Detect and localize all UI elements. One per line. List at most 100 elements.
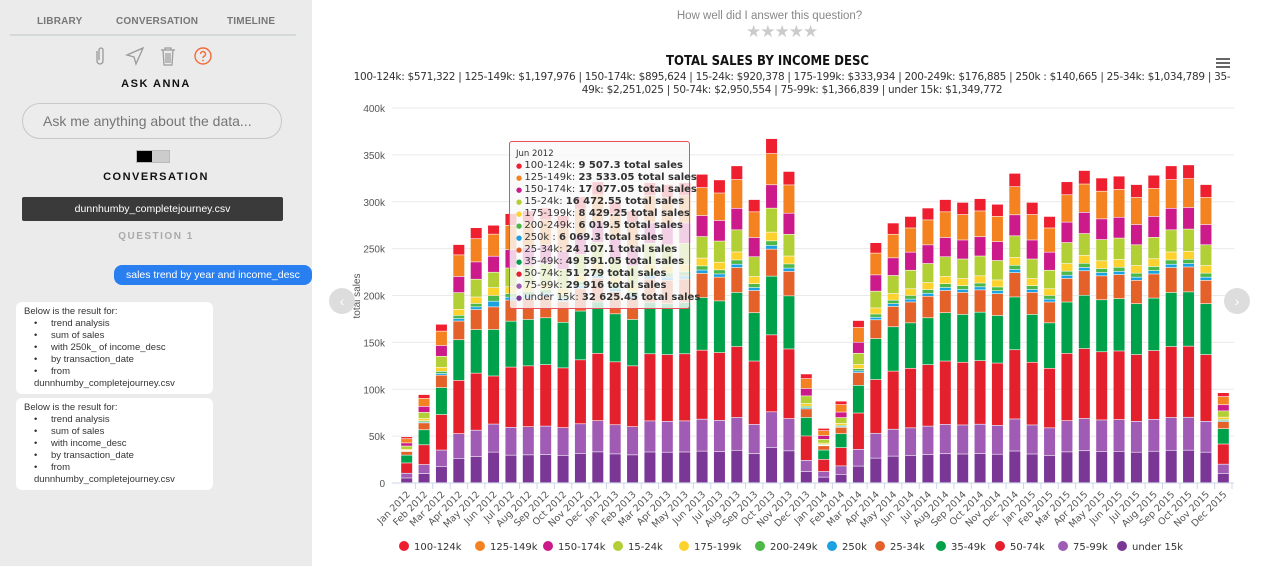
bar-segment[interactable] xyxy=(870,433,882,458)
bar-segment[interactable] xyxy=(661,304,673,355)
bar-segment[interactable] xyxy=(852,371,864,373)
bar-segment[interactable] xyxy=(1183,417,1195,450)
star-icon[interactable]: ★ xyxy=(788,22,804,41)
bar-segment[interactable] xyxy=(1026,259,1038,279)
bar-segment[interactable] xyxy=(870,275,882,291)
bar-segment[interactable] xyxy=(1148,266,1160,271)
bar-segment[interactable] xyxy=(1061,353,1073,421)
bar-segment[interactable] xyxy=(766,245,778,249)
bar-segment[interactable] xyxy=(488,376,500,424)
legend-item[interactable]: under 15k xyxy=(1132,542,1183,553)
bar-segment[interactable] xyxy=(887,223,899,234)
bar-segment[interactable] xyxy=(627,427,639,455)
bar-segment[interactable] xyxy=(887,303,899,307)
bar-segment[interactable] xyxy=(1148,216,1160,238)
bar-segment[interactable] xyxy=(852,372,864,386)
hamburger-menu-icon[interactable] xyxy=(1216,58,1230,70)
bar-segment[interactable] xyxy=(470,262,482,279)
bar-segment[interactable] xyxy=(1061,271,1073,275)
bar-segment[interactable] xyxy=(1148,270,1160,274)
bar-segment[interactable] xyxy=(1026,214,1038,240)
bar-segment[interactable] xyxy=(1165,417,1177,450)
bar-segment[interactable] xyxy=(1165,179,1177,209)
bar-segment[interactable] xyxy=(1130,452,1142,483)
bar-segment[interactable] xyxy=(1200,280,1212,304)
bar-segment[interactable] xyxy=(1009,173,1021,187)
bar-segment[interactable] xyxy=(870,243,882,253)
bar-segment[interactable] xyxy=(713,274,725,277)
bar-segment[interactable] xyxy=(1130,280,1142,304)
bar-segment[interactable] xyxy=(852,353,864,365)
bar-segment[interactable] xyxy=(1044,428,1056,456)
bar-segment[interactable] xyxy=(435,450,447,467)
bar-segment[interactable] xyxy=(627,319,639,366)
bar-segment[interactable] xyxy=(766,232,778,241)
bar-segment[interactable] xyxy=(696,258,708,266)
bar-segment[interactable] xyxy=(1009,236,1021,258)
bar-segment[interactable] xyxy=(905,295,917,299)
bar-segment[interactable] xyxy=(1078,295,1090,349)
bar-segment[interactable] xyxy=(1044,270,1056,289)
bar-segment[interactable] xyxy=(713,262,725,270)
bar-segment[interactable] xyxy=(1044,323,1056,369)
bar-segment[interactable] xyxy=(922,289,934,294)
trash-icon[interactable] xyxy=(160,46,176,71)
bar-segment[interactable] xyxy=(1096,261,1108,269)
bar-segment[interactable] xyxy=(1044,299,1056,302)
bar-segment[interactable] xyxy=(1044,216,1056,228)
bar-segment[interactable] xyxy=(887,456,899,483)
bar-segment[interactable] xyxy=(939,361,951,425)
bar-segment[interactable] xyxy=(1183,346,1195,417)
bar-segment[interactable] xyxy=(1130,421,1142,452)
bar-segment[interactable] xyxy=(453,380,465,434)
bar-segment[interactable] xyxy=(818,430,830,436)
legend-item[interactable]: 25-34k xyxy=(890,542,925,553)
bar-segment[interactable] xyxy=(818,471,830,477)
legend-item[interactable]: 15-24k xyxy=(628,542,663,553)
bar-segment[interactable] xyxy=(505,367,517,427)
chevron-left-icon[interactable]: ‹ xyxy=(329,288,355,314)
bar-segment[interactable] xyxy=(1044,252,1056,270)
bar-segment[interactable] xyxy=(1009,257,1021,265)
bar-segment[interactable] xyxy=(1009,265,1021,270)
bar-segment[interactable] xyxy=(974,211,986,237)
bar-segment[interactable] xyxy=(453,433,465,459)
bar-segment[interactable] xyxy=(957,292,969,315)
bar-segment[interactable] xyxy=(1200,224,1212,245)
bar-segment[interactable] xyxy=(1009,269,1021,273)
bar-segment[interactable] xyxy=(1078,271,1090,295)
bar-segment[interactable] xyxy=(939,237,951,257)
bar-segment[interactable] xyxy=(540,364,552,426)
bar-segment[interactable] xyxy=(905,368,917,428)
bar-segment[interactable] xyxy=(731,179,743,209)
bar-segment[interactable] xyxy=(1096,191,1108,219)
bar-segment[interactable] xyxy=(800,374,812,379)
bar-segment[interactable] xyxy=(679,421,691,452)
bar-segment[interactable] xyxy=(1096,352,1108,420)
bar-segment[interactable] xyxy=(991,425,1003,454)
bar-segment[interactable] xyxy=(627,455,639,483)
bar-segment[interactable] xyxy=(1078,451,1090,483)
bar-segment[interactable] xyxy=(1113,271,1125,275)
star-icon[interactable]: ★ xyxy=(774,22,790,41)
bar-segment[interactable] xyxy=(1061,195,1073,222)
bar-segment[interactable] xyxy=(1009,451,1021,483)
bar-segment[interactable] xyxy=(1113,176,1125,190)
bar-segment[interactable] xyxy=(870,338,882,380)
bar-segment[interactable] xyxy=(939,199,951,212)
bar-segment[interactable] xyxy=(731,208,743,230)
bar-segment[interactable] xyxy=(401,473,413,478)
bar-segment[interactable] xyxy=(470,456,482,483)
bar-segment[interactable] xyxy=(1165,252,1177,260)
bar-segment[interactable] xyxy=(800,406,812,408)
bar-segment[interactable] xyxy=(1096,272,1108,276)
bar-segment[interactable] xyxy=(731,252,743,260)
bar-segment[interactable] xyxy=(818,435,830,440)
bar-segment[interactable] xyxy=(1183,292,1195,346)
bar-segment[interactable] xyxy=(435,367,447,372)
bar-segment[interactable] xyxy=(818,459,830,472)
bar-segment[interactable] xyxy=(1044,302,1056,323)
bar-segment[interactable] xyxy=(609,425,621,454)
star-rating[interactable]: ★★★★★ xyxy=(746,22,818,42)
bar-segment[interactable] xyxy=(418,394,430,399)
